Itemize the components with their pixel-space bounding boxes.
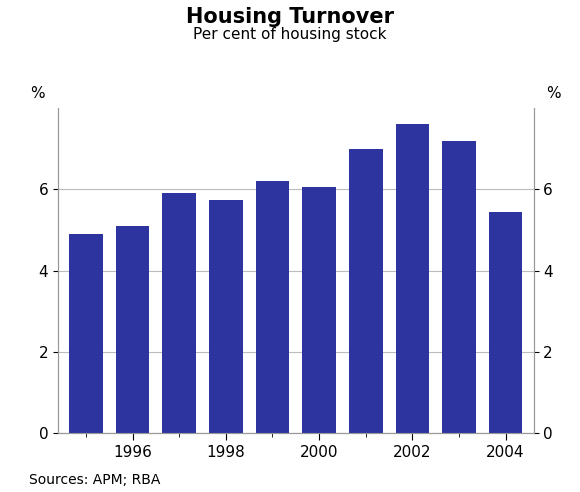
Bar <box>209 200 242 433</box>
Text: %: % <box>546 86 561 101</box>
Bar <box>116 226 150 433</box>
Text: Housing Turnover: Housing Turnover <box>186 7 394 28</box>
Text: Per cent of housing stock: Per cent of housing stock <box>193 27 387 42</box>
Bar <box>302 187 336 433</box>
Bar <box>69 234 103 433</box>
Bar <box>442 141 476 433</box>
Bar <box>349 149 383 433</box>
Bar <box>489 212 523 433</box>
Bar <box>396 124 429 433</box>
Text: Sources: APM; RBA: Sources: APM; RBA <box>29 473 161 487</box>
Bar <box>162 193 196 433</box>
Bar <box>256 181 289 433</box>
Text: %: % <box>30 86 45 101</box>
